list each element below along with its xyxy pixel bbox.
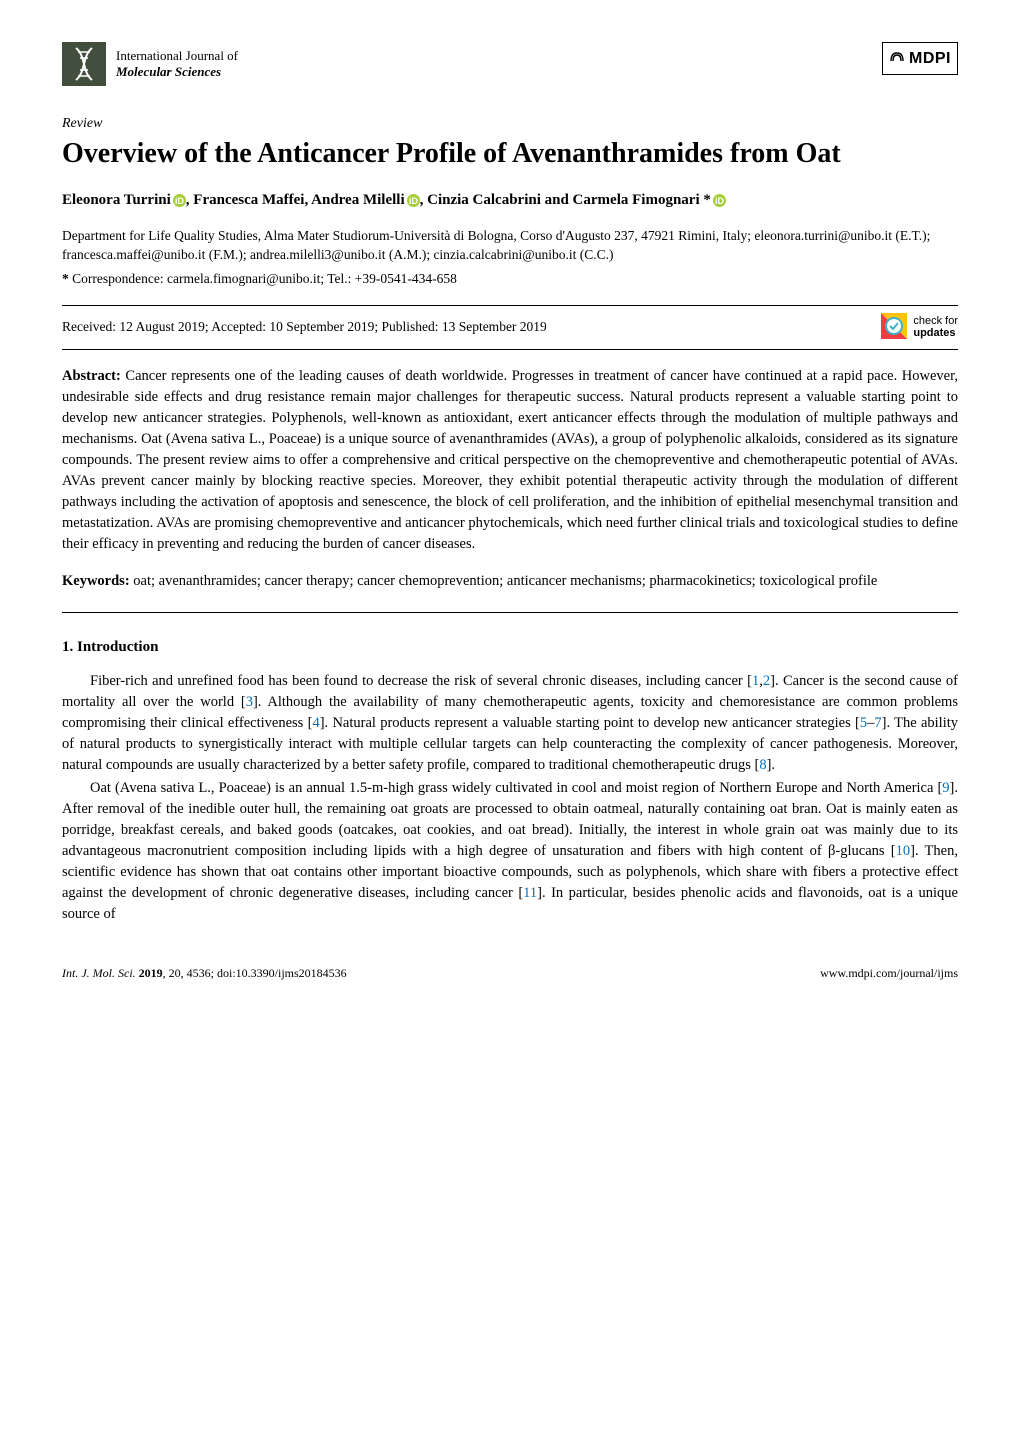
crossmark-icon xyxy=(881,313,907,342)
abstract-label: Abstract: xyxy=(62,368,121,384)
article-title: Overview of the Anticancer Profile of Av… xyxy=(62,136,958,172)
citation-link[interactable]: 7 xyxy=(874,715,881,731)
check-for-updates[interactable]: check for updates xyxy=(881,313,958,342)
orcid-icon: iD xyxy=(713,194,726,207)
author-name: , Francesca Maffei, Andrea Milelli xyxy=(186,192,405,208)
citation-link[interactable]: 4 xyxy=(312,715,319,731)
correspondence-marker: * xyxy=(62,271,69,286)
section-divider xyxy=(62,612,958,613)
abstract-text: Cancer represents one of the leading cau… xyxy=(62,368,958,552)
journal-name-line1: International Journal of xyxy=(116,48,238,64)
author-name: Eleonora Turrini xyxy=(62,192,171,208)
orcid-icon: iD xyxy=(173,194,186,207)
mdpi-wave-icon xyxy=(889,47,905,70)
correspondence-text: Correspondence: carmela.fimognari@unibo.… xyxy=(72,271,457,286)
orcid-icon: iD xyxy=(407,194,420,207)
citation-link[interactable]: 10 xyxy=(896,843,911,859)
authors: Eleonora TurriniiD, Francesca Maffei, An… xyxy=(62,190,958,212)
keywords-label: Keywords: xyxy=(62,573,130,589)
footer-journal-url[interactable]: www.mdpi.com/journal/ijms xyxy=(820,965,958,982)
section-heading: 1. Introduction xyxy=(62,637,958,659)
svg-text:iD: iD xyxy=(409,196,419,206)
footer: Int. J. Mol. Sci. 2019, 20, 4536; doi:10… xyxy=(62,965,958,982)
author-name: , Cinzia Calcabrini and Carmela Fimognar… xyxy=(420,192,711,208)
journal-dna-icon xyxy=(62,42,106,86)
citation-link[interactable]: 11 xyxy=(523,885,537,901)
citation-link[interactable]: 9 xyxy=(942,780,949,796)
article-dates-row: Received: 12 August 2019; Accepted: 10 S… xyxy=(62,305,958,350)
header: International Journal of Molecular Scien… xyxy=(62,42,958,86)
abstract: Abstract: Cancer represents one of the l… xyxy=(62,366,958,555)
keywords: Keywords: oat; avenanthramides; cancer t… xyxy=(62,571,958,592)
keywords-text: oat; avenanthramides; cancer therapy; ca… xyxy=(130,573,878,589)
correspondence: * Correspondence: carmela.fimognari@unib… xyxy=(62,269,958,289)
article-type: Review xyxy=(62,114,958,134)
svg-text:iD: iD xyxy=(175,196,185,206)
article-dates: Received: 12 August 2019; Accepted: 10 S… xyxy=(62,317,547,337)
journal-name-line2: Molecular Sciences xyxy=(116,64,238,80)
citation-link[interactable]: 3 xyxy=(246,694,253,710)
journal-logo: International Journal of Molecular Scien… xyxy=(62,42,238,86)
citation-link[interactable]: 8 xyxy=(759,757,766,773)
check-for-updates-label: check for updates xyxy=(913,315,958,339)
footer-citation: Int. J. Mol. Sci. 2019, 20, 4536; doi:10… xyxy=(62,965,347,982)
affiliation: Department for Life Quality Studies, Alm… xyxy=(62,226,958,265)
journal-name: International Journal of Molecular Scien… xyxy=(116,48,238,79)
publisher-name: MDPI xyxy=(909,47,951,70)
paragraph: Oat (Avena sativa L., Poaceae) is an ann… xyxy=(62,778,958,925)
paragraph: Fiber-rich and unrefined food has been f… xyxy=(62,671,958,776)
svg-text:iD: iD xyxy=(715,196,725,206)
publisher-logo: MDPI xyxy=(882,42,958,75)
